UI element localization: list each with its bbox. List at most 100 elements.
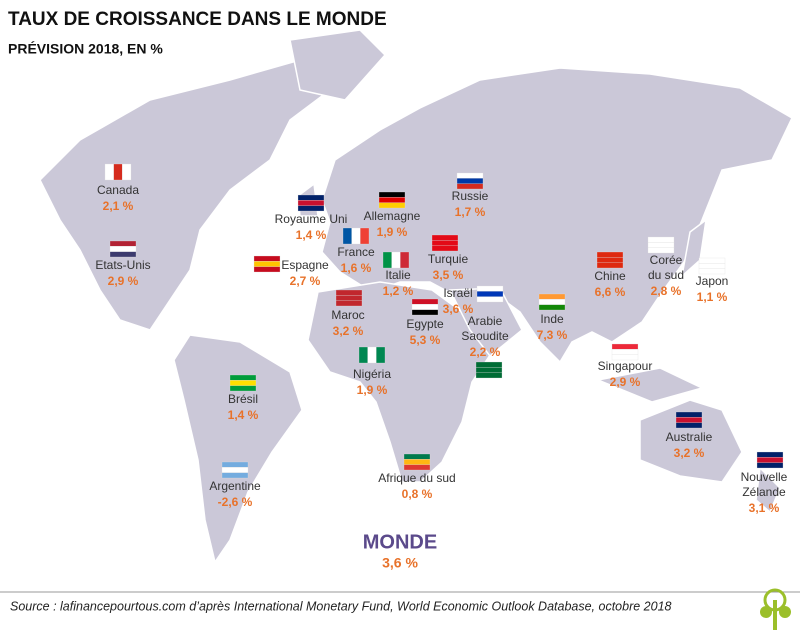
flag [647,242,675,248]
country-name: Singapour [598,359,653,373]
flag [342,227,352,245]
growth-value: 5,3 % [410,333,441,347]
logo [760,588,791,630]
country-name: Israël [443,286,472,300]
flag [476,291,504,297]
growth-value: 3,2 % [333,324,364,338]
flag [382,251,392,269]
country-name: Australie [666,430,713,444]
flag [756,451,784,458]
flag [297,200,325,206]
flag [253,255,281,262]
flag [456,178,484,184]
flag [698,257,726,264]
flag [647,247,675,254]
growth-value: 7,3 % [537,328,568,342]
flag [109,246,137,252]
flag [698,268,726,275]
country-name: Saoudite [461,329,509,343]
world-map [39,29,793,564]
flag [475,372,503,379]
flag [411,298,439,305]
growth-value: 2,9 % [610,375,641,389]
flag [756,462,784,469]
flag [109,240,137,247]
flag [221,461,249,468]
flag [403,459,431,465]
flag [475,361,503,368]
flag [113,163,123,181]
country-name: Corée [650,253,683,267]
flag [431,234,459,241]
world-value: 3,6 % [382,555,418,571]
growth-value: 2,2 % [470,345,501,359]
flag [400,251,410,269]
country-name: Nigéria [353,367,391,381]
country-name: Russie [452,189,489,203]
growth-value: 1,6 % [341,261,372,275]
country-name: Turquie [428,252,469,266]
world-label: MONDE [363,531,437,553]
subtitle: PRÉVISION 2018, EN % [8,41,163,57]
growth-value: 1,9 % [357,383,388,397]
growth-value: 2,9 % [108,274,139,288]
flag [611,349,639,355]
flag [647,236,675,243]
country-name: Allemagne [364,209,421,223]
flag [335,289,363,296]
country-name: Inde [540,312,564,326]
country-name: Brésil [228,392,258,406]
growth-value: -2,6 % [218,495,253,509]
growth-value: 3,1 % [749,501,780,515]
flag [297,194,325,201]
flag [221,467,249,473]
flag [475,367,503,373]
country-name: France [337,245,375,259]
growth-value: 3,5 % [433,268,464,282]
country-name: Afrique du sud [378,471,455,485]
country-name: Arabie [468,314,503,328]
flag [297,205,325,212]
flag [411,304,439,310]
country-name: Nouvelle [741,470,788,484]
growth-value: 2,8 % [651,284,682,298]
country-name: Etats-Unis [95,258,150,272]
flag [391,251,401,269]
flag [109,251,137,258]
country-name: Zélande [742,485,786,499]
flag [596,257,624,263]
growth-value: 3,6 % [443,302,474,316]
flag [476,285,504,292]
flag [675,422,703,429]
flag [456,183,484,190]
flag [358,346,368,364]
flag [403,464,431,471]
growth-value: 1,1 % [697,290,728,304]
country-name: Argentine [209,479,261,493]
flag [456,172,484,179]
flag [756,457,784,463]
growth-value: 1,4 % [296,228,327,242]
flag [611,343,639,350]
flag [229,380,257,386]
flag [351,227,361,245]
growth-value: 3,2 % [674,446,705,460]
flag [104,163,114,181]
growth-value: 1,9 % [377,225,408,239]
flag [431,245,459,252]
title: TAUX DE CROISSANCE DANS LE MONDE [8,9,387,30]
country-name: Royaume Uni [275,212,348,226]
country-name: Canada [97,183,139,197]
flag [376,346,386,364]
flag [229,385,257,392]
flag [360,227,370,245]
country-name: Espagne [281,258,329,272]
flag [596,262,624,269]
growth-value: 2,7 % [290,274,321,288]
flag [538,299,566,305]
flag [221,472,249,479]
country-name: Egypte [406,317,444,331]
flag [675,411,703,418]
flag [229,374,257,381]
